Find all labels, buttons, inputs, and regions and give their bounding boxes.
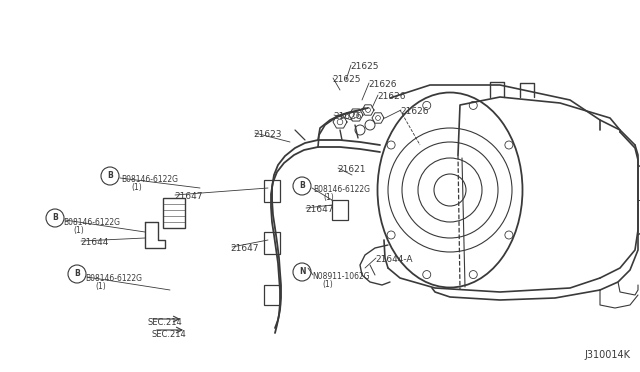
Text: SEC.214: SEC.214 — [148, 318, 183, 327]
Text: 21625: 21625 — [350, 62, 378, 71]
Circle shape — [68, 265, 86, 283]
Text: (1): (1) — [131, 183, 141, 192]
Text: 21647: 21647 — [305, 205, 333, 214]
Text: B08146-6122G: B08146-6122G — [121, 175, 178, 184]
Circle shape — [101, 167, 119, 185]
Text: N08911-1062G: N08911-1062G — [312, 272, 370, 281]
Text: B08146-6122G: B08146-6122G — [313, 185, 370, 194]
Text: B08146-6122G: B08146-6122G — [63, 218, 120, 227]
Circle shape — [46, 209, 64, 227]
Text: B: B — [107, 171, 113, 180]
Text: 21623: 21623 — [253, 130, 282, 139]
Text: 21626: 21626 — [368, 80, 397, 89]
Text: SEC.214: SEC.214 — [152, 330, 187, 339]
Text: 21647: 21647 — [230, 244, 259, 253]
Text: (1): (1) — [95, 282, 106, 291]
Text: J310014K: J310014K — [584, 350, 630, 360]
Text: 21647: 21647 — [174, 192, 202, 201]
Text: 21644: 21644 — [80, 238, 108, 247]
Text: B: B — [74, 269, 80, 279]
Circle shape — [293, 177, 311, 195]
Text: B: B — [299, 182, 305, 190]
Text: N: N — [299, 267, 305, 276]
Text: B08146-6122G: B08146-6122G — [85, 274, 142, 283]
Text: 21621: 21621 — [337, 165, 365, 174]
Text: (1): (1) — [322, 280, 333, 289]
Text: 21626: 21626 — [400, 107, 429, 116]
Text: 21626: 21626 — [377, 92, 406, 101]
Text: B: B — [52, 214, 58, 222]
Text: (1): (1) — [323, 193, 333, 202]
Text: 21625: 21625 — [332, 75, 360, 84]
Text: (1): (1) — [73, 226, 84, 235]
Circle shape — [293, 263, 311, 281]
Text: 21626: 21626 — [333, 112, 362, 121]
Text: 21644-A: 21644-A — [375, 255, 413, 264]
